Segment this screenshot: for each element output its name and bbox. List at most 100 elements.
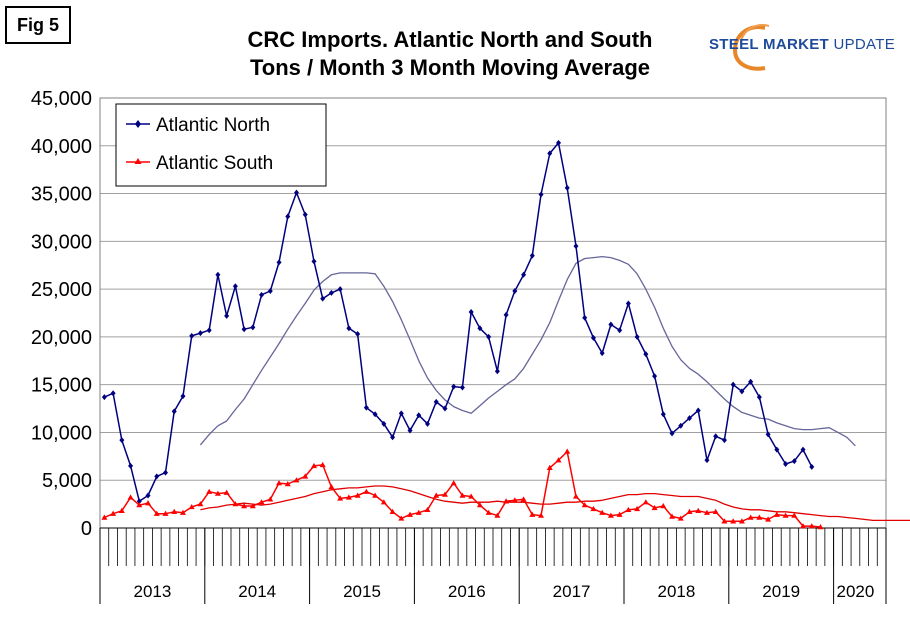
series-atlantic-south-point [747, 514, 754, 520]
x-year-label: 2018 [657, 582, 695, 601]
series-atlantic-north-point [765, 431, 771, 438]
chart-title: CRC Imports. Atlantic North and South To… [200, 26, 700, 82]
series-atlantic-north-average-line [199, 255, 856, 447]
series-atlantic-south-point [782, 512, 789, 518]
series-atlantic-north-point [599, 350, 605, 357]
series-atlantic-south-point [642, 499, 649, 505]
y-tick-label: 40,000 [31, 136, 92, 158]
series-atlantic-south-point [756, 514, 763, 520]
series-atlantic-north-point [232, 283, 238, 290]
series-atlantic-south-point [363, 488, 370, 494]
chart-title-line-1: CRC Imports. Atlantic North and South [247, 27, 653, 52]
series-atlantic-south [101, 448, 824, 530]
series-atlantic-south-point [398, 515, 405, 521]
series-atlantic-south-point [337, 495, 344, 501]
series-atlantic-south-point [538, 512, 545, 518]
series-atlantic-south-point [468, 493, 475, 499]
series-atlantic-north-point [687, 415, 692, 422]
series-layer [101, 139, 910, 530]
legend: Atlantic North Atlantic South [115, 103, 327, 187]
series-atlantic-north-line [104, 142, 813, 502]
series-atlantic-north-point [311, 258, 317, 265]
series-atlantic-south-point [791, 512, 798, 518]
x-year-label: 2014 [238, 582, 276, 601]
series-atlantic-north-point [468, 309, 474, 316]
series-atlantic-north-point [398, 410, 404, 417]
series-atlantic-south-point [721, 518, 728, 524]
series-atlantic-south-point [555, 457, 562, 463]
series-atlantic-north-point [809, 463, 815, 470]
series-atlantic-south-point [634, 505, 641, 512]
series-atlantic-north-point [171, 408, 177, 415]
series-atlantic-south-point [258, 499, 265, 505]
series-atlantic-south-point [302, 473, 309, 479]
series-atlantic-south-point [651, 504, 658, 511]
series-atlantic-south-point [136, 502, 143, 508]
series-atlantic-south-point [293, 477, 300, 483]
series-atlantic-south-point [206, 488, 213, 494]
brand-name-strong: STEEL MARKET [709, 36, 829, 53]
series-atlantic-south-point [686, 508, 693, 514]
series-atlantic-north-point [477, 325, 483, 332]
series-atlantic-north-point [783, 460, 789, 467]
series-atlantic-north-point [154, 473, 160, 480]
brand-name-light: UPDATE [829, 36, 895, 53]
series-atlantic-south-point [179, 509, 186, 515]
series-atlantic-south-point [564, 448, 571, 454]
series-atlantic-north-point [206, 327, 212, 334]
series-atlantic-north-point [634, 333, 640, 340]
series-atlantic-south-line [104, 450, 821, 528]
series-atlantic-north-point [608, 321, 614, 328]
y-tick-label: 10,000 [31, 422, 92, 444]
series-atlantic-north-point [521, 271, 527, 278]
series-atlantic-north-point [128, 462, 134, 469]
x-year-label: 2016 [448, 582, 486, 601]
series-atlantic-south-point [415, 509, 422, 515]
series-atlantic-north-point [294, 189, 299, 196]
series-atlantic-north-point [224, 312, 230, 319]
series-atlantic-south-point [433, 492, 440, 498]
series-atlantic-south-point [485, 509, 492, 515]
series-atlantic-north-point [145, 492, 151, 499]
x-year-label: 2019 [762, 582, 800, 601]
series-atlantic-north-point [363, 404, 369, 411]
axes: 0 5,000 10,000 15,000 20,000 25,000 30,000 35,0… [31, 88, 887, 604]
series-atlantic-north-point [556, 139, 561, 146]
series-atlantic-south-point [223, 489, 230, 495]
series-atlantic-south-point [520, 496, 527, 502]
series-atlantic-north-average [199, 255, 856, 447]
series-atlantic-south-point [625, 506, 632, 513]
x-year-label: 2017 [553, 582, 591, 601]
series-atlantic-north-point [241, 326, 247, 333]
figure-label: Fig 5 [5, 6, 71, 44]
brand-swoosh-icon [732, 24, 770, 71]
series-atlantic-south-point [214, 490, 221, 496]
series-atlantic-north-point [660, 411, 666, 418]
series-atlantic-south-point [529, 511, 536, 517]
series-atlantic-south-point [450, 480, 457, 486]
series-atlantic-south-point [459, 492, 466, 498]
series-atlantic-south-point [441, 491, 448, 497]
x-year-label: 2015 [343, 582, 381, 601]
series-atlantic-south-point [424, 506, 431, 513]
series-atlantic-south-point [407, 511, 414, 517]
series-atlantic-south-average-line [200, 485, 910, 522]
series-atlantic-south-point [328, 483, 335, 490]
series-atlantic-north-point [197, 330, 203, 337]
series-atlantic-north-point [695, 407, 701, 414]
legend-marker-atlantic-south [134, 158, 142, 164]
series-atlantic-north-point [119, 437, 125, 444]
series-atlantic-north [101, 139, 815, 505]
series-atlantic-north-point [582, 314, 588, 321]
series-atlantic-north-point [774, 446, 780, 453]
series-atlantic-north-point [451, 383, 457, 390]
series-atlantic-north-point [276, 259, 282, 266]
series-atlantic-south-point [800, 523, 807, 529]
y-tick-label: 25,000 [31, 279, 92, 301]
series-atlantic-north-point [180, 393, 186, 400]
series-atlantic-north-point [713, 433, 719, 440]
x-year-label: 2013 [133, 582, 171, 601]
y-tick-label: 0 [81, 518, 92, 540]
brand-name: STEEL MARKET UPDATE [709, 36, 895, 53]
